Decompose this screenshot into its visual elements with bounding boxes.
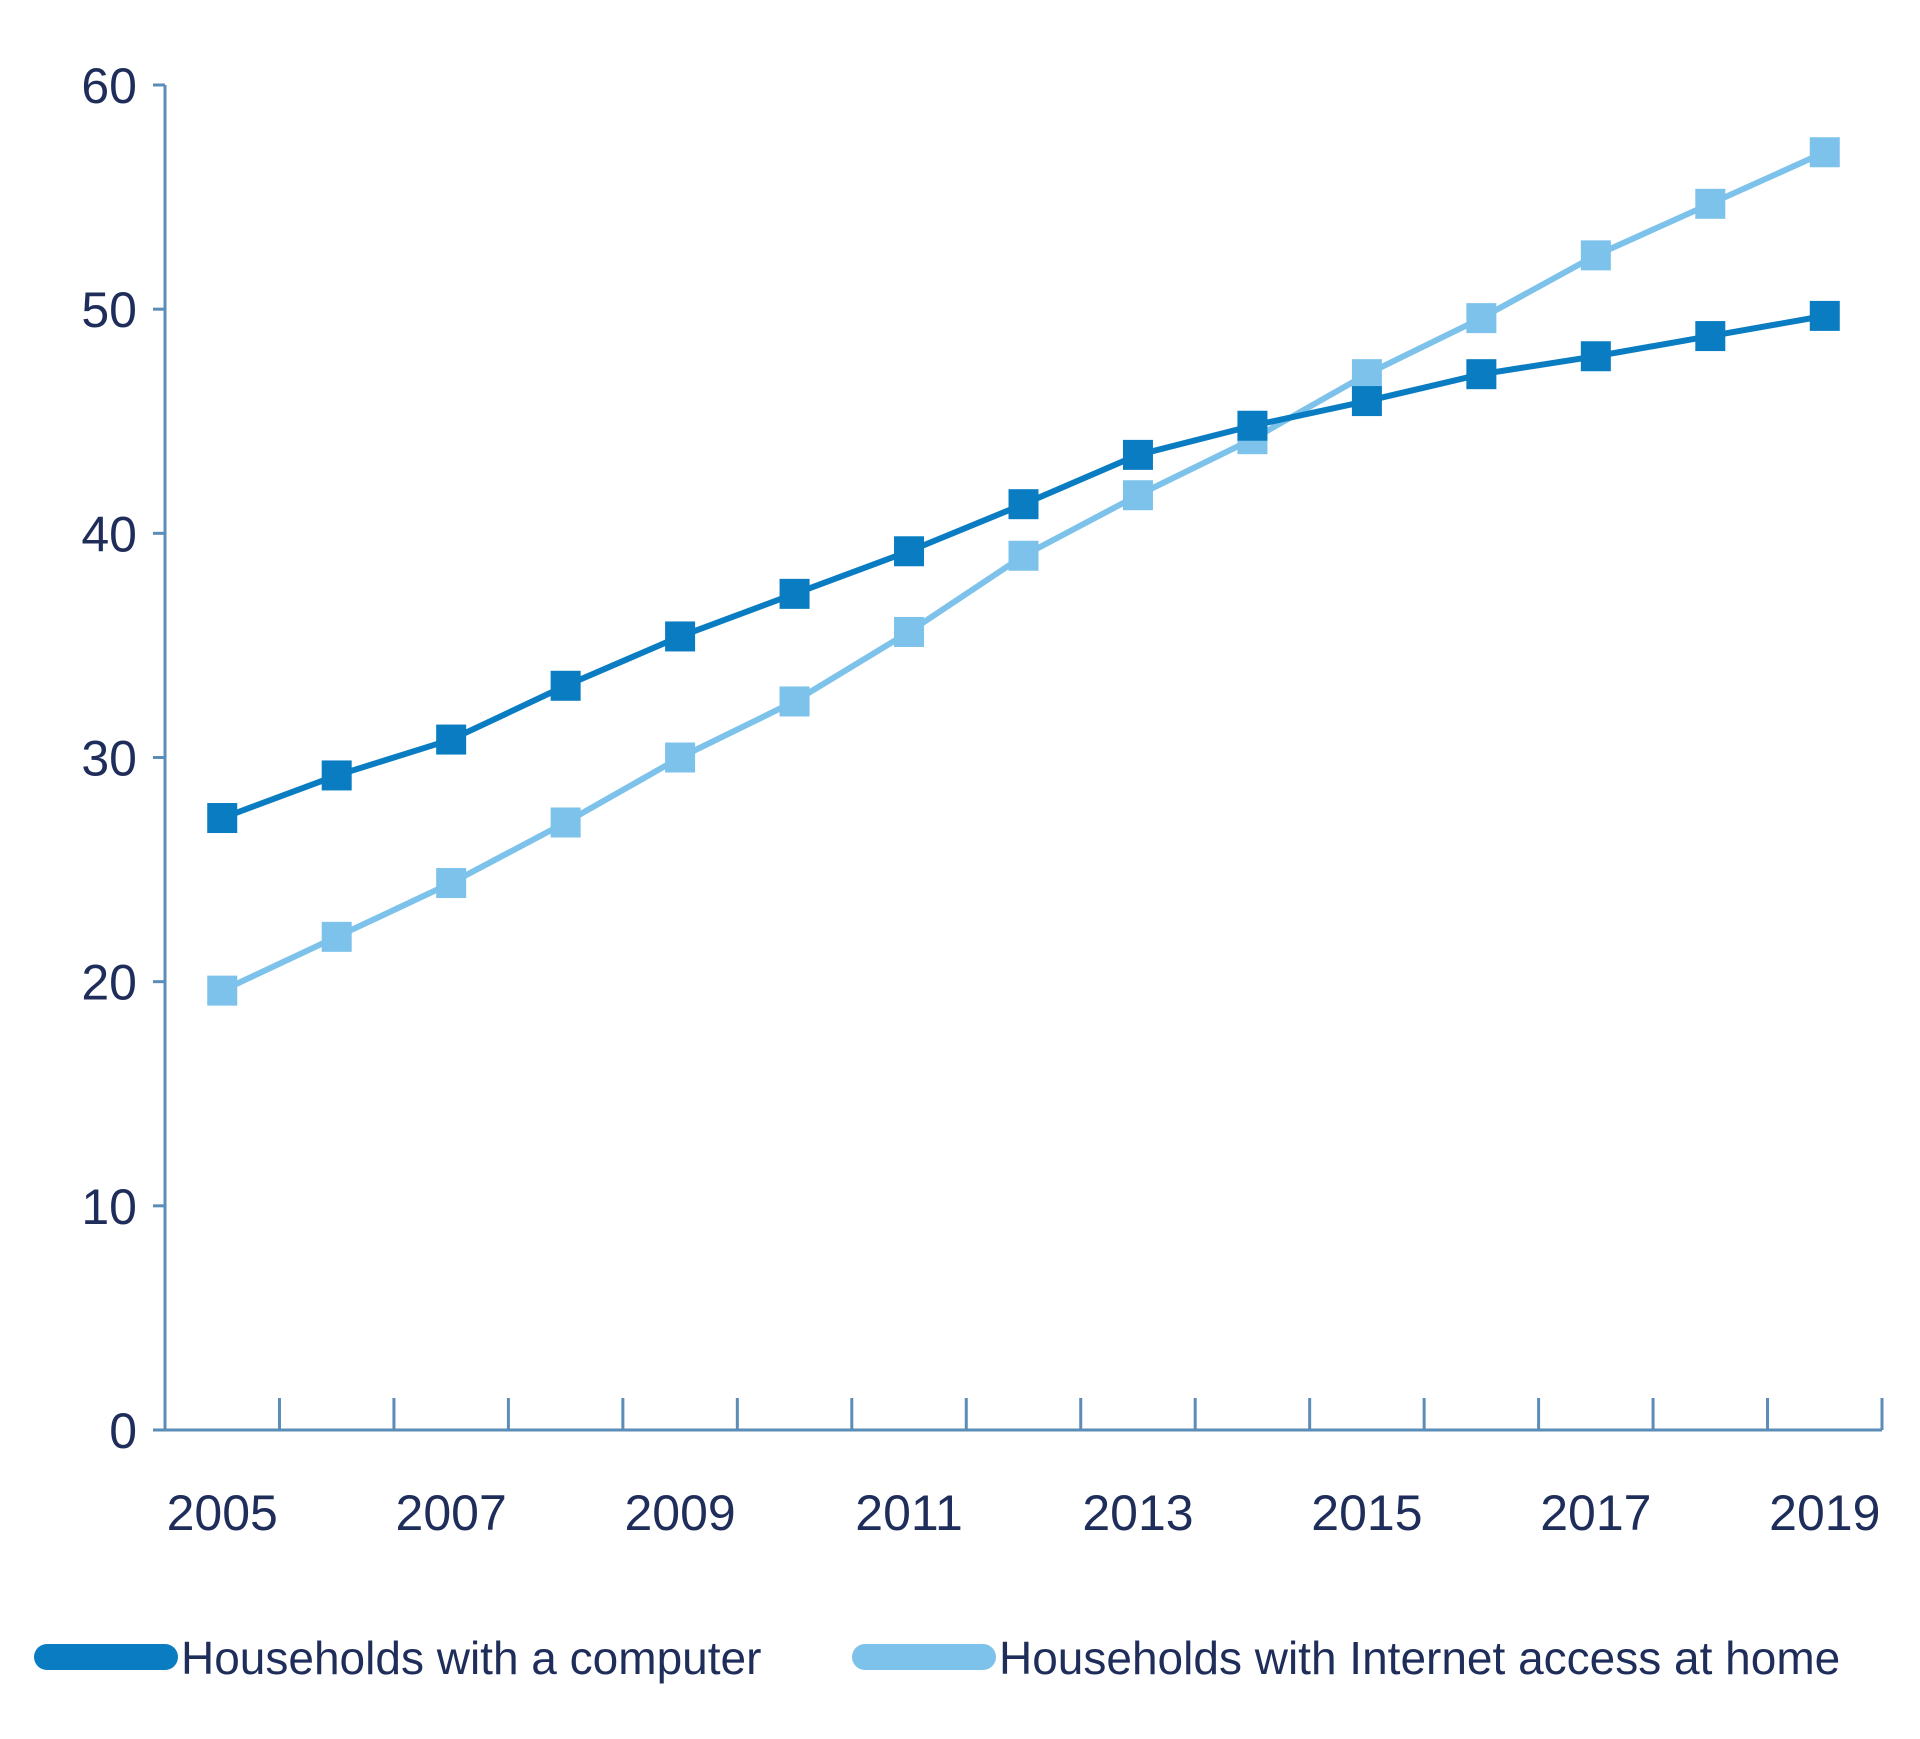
data-point [1466,303,1497,334]
y-tick-label: 40 [81,506,137,562]
data-point [321,921,352,952]
x-tick-label: 2017 [1540,1485,1651,1541]
x-tick-label: 2011 [855,1485,963,1541]
series-1 [207,300,1840,834]
x-tick-label: 2013 [1082,1485,1193,1541]
data-point [665,742,696,773]
y-tick-label: 50 [81,282,137,338]
data-point [436,868,467,899]
y-tick-label: 10 [81,1179,137,1235]
data-point [1008,540,1039,571]
x-tick-label: 2019 [1769,1485,1880,1541]
data-point [1809,137,1840,168]
data-point [207,975,238,1006]
data-point [894,536,925,567]
data-point [321,760,352,791]
data-point [1008,489,1039,520]
data-point [779,578,810,609]
x-tick-label: 2005 [167,1485,278,1541]
y-tick-label: 0 [109,1403,137,1459]
legend: Households with a computer Households wit… [34,1632,1840,1684]
data-point [1122,480,1153,511]
data-point [550,807,581,838]
series-2 [207,137,1840,1006]
data-point [436,724,467,755]
series-layer [207,137,1840,1006]
data-point [779,686,810,717]
data-point [1809,300,1840,331]
axes: 0 10 20 30 40 50 60 2005 2007 2009 2011 2013 2015 201… [81,58,1884,1541]
data-point [1695,321,1726,352]
data-point [894,616,925,647]
data-point [1237,410,1268,441]
x-tick-label: 2007 [396,1485,507,1541]
x-tick-label: 2009 [624,1485,735,1541]
x-tick-label: 2015 [1311,1485,1422,1541]
y-tick-label: 60 [81,58,137,114]
series-line [220,149,1826,994]
legend-item: Households with a computer [34,1632,761,1684]
data-point [1351,359,1382,390]
data-point [1695,188,1726,219]
data-point [1351,386,1382,417]
y-tick-label: 20 [81,955,137,1011]
y-tick-label: 30 [81,731,137,787]
data-point [1466,359,1497,390]
data-point [665,621,696,652]
legend-label: Households with Internet access at home [999,1632,1840,1684]
data-point [207,803,238,834]
data-point [1122,439,1153,470]
legend-label: Households with a computer [181,1632,761,1684]
data-point [1580,240,1611,271]
legend-item: Households with Internet access at home [852,1632,1840,1684]
data-point [550,670,581,701]
data-point [1580,341,1611,372]
